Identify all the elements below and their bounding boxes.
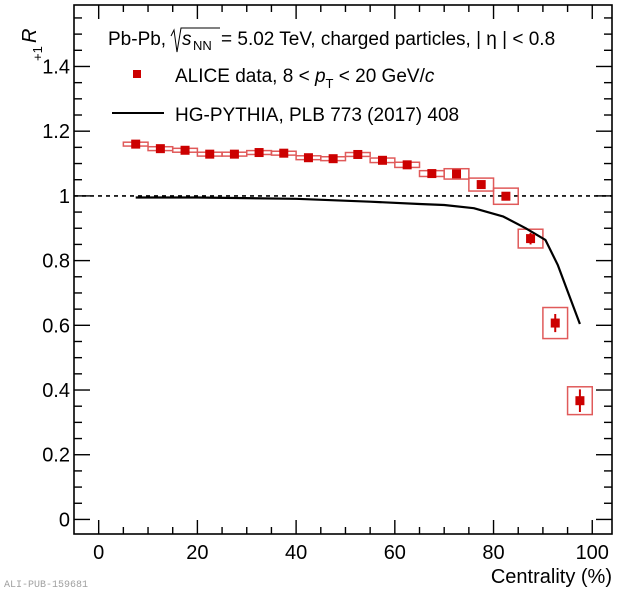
- watermark: ALI-PUB-159681: [4, 580, 89, 591]
- model-curve-layer: [135, 196, 581, 325]
- y-tick-label: 0.2: [42, 445, 70, 467]
- header-sqrt-sub: NN: [193, 38, 212, 53]
- x-tick-label: 100: [576, 542, 609, 564]
- sys-error-box: [468, 177, 495, 192]
- header-system: Pb-Pb,: [108, 29, 166, 50]
- data-point: [303, 153, 313, 163]
- sys-error-box: [542, 306, 569, 340]
- x-tick-label: 0: [93, 542, 104, 564]
- plot-frame: [73, 4, 613, 535]
- header-sqrt-s: s: [182, 29, 192, 50]
- data-point: [279, 148, 289, 158]
- legend-marker-alice: [133, 70, 141, 78]
- data-point: [131, 139, 141, 149]
- data-point: [180, 145, 190, 155]
- sys-error-box: [492, 187, 519, 206]
- sys-error-box: [566, 386, 594, 416]
- y-tick-label: 1.4: [42, 56, 70, 78]
- y-tick-label: 0: [59, 509, 70, 531]
- data-point: [452, 169, 462, 179]
- y-axis-title-main: R: [19, 29, 41, 43]
- data-point: [476, 180, 486, 190]
- data-point: [205, 149, 215, 159]
- x-tick-label: 20: [186, 542, 208, 564]
- legend-label-hgpythia: HG-PYTHIA, PLB 773 (2017) 408: [175, 105, 459, 126]
- y-tick-label: 1: [59, 186, 70, 208]
- sqrt-symbol: [170, 27, 220, 53]
- y-tick-label: 1.2: [42, 121, 70, 143]
- y-tick-label: 0.6: [42, 315, 70, 337]
- x-tick-label: 80: [482, 542, 504, 564]
- data-point: [328, 154, 338, 164]
- data-point: [353, 149, 363, 159]
- y-tick-label: 0.4: [42, 380, 70, 402]
- x-tick-label: 40: [285, 542, 307, 564]
- systematic-boxes-layer: [122, 141, 594, 416]
- x-axis-title: Centrality (%): [491, 566, 612, 588]
- sys-error-box: [443, 167, 470, 180]
- y-tick-label: 0.8: [42, 251, 70, 273]
- header-energy: = 5.02 TeV, charged particles, | η | < 0…: [221, 29, 555, 50]
- legend-label-alice: ALICE data, 8 < pT < 20 GeV/c: [175, 66, 435, 91]
- data-point: [254, 148, 264, 158]
- x-tick-label: 60: [384, 542, 406, 564]
- data-point: [229, 149, 239, 159]
- data-point: [377, 155, 387, 165]
- data-point: [427, 169, 437, 179]
- data-point: [155, 144, 165, 154]
- data-points-layer: [131, 139, 585, 413]
- data-point: [550, 318, 560, 328]
- data-point: [575, 396, 585, 406]
- y-axis-title-sub: +1: [30, 46, 45, 61]
- data-point: [526, 234, 536, 244]
- data-point: [402, 160, 412, 170]
- y-axis-title: R +1: [19, 29, 45, 61]
- data-point: [501, 191, 511, 201]
- axes-layer: 0 20 40 60 80 100 0 0.2 0.4 0.6 0.8 1 1.2 1.4: [42, 4, 613, 564]
- model-curve-hgpythia: [135, 196, 581, 325]
